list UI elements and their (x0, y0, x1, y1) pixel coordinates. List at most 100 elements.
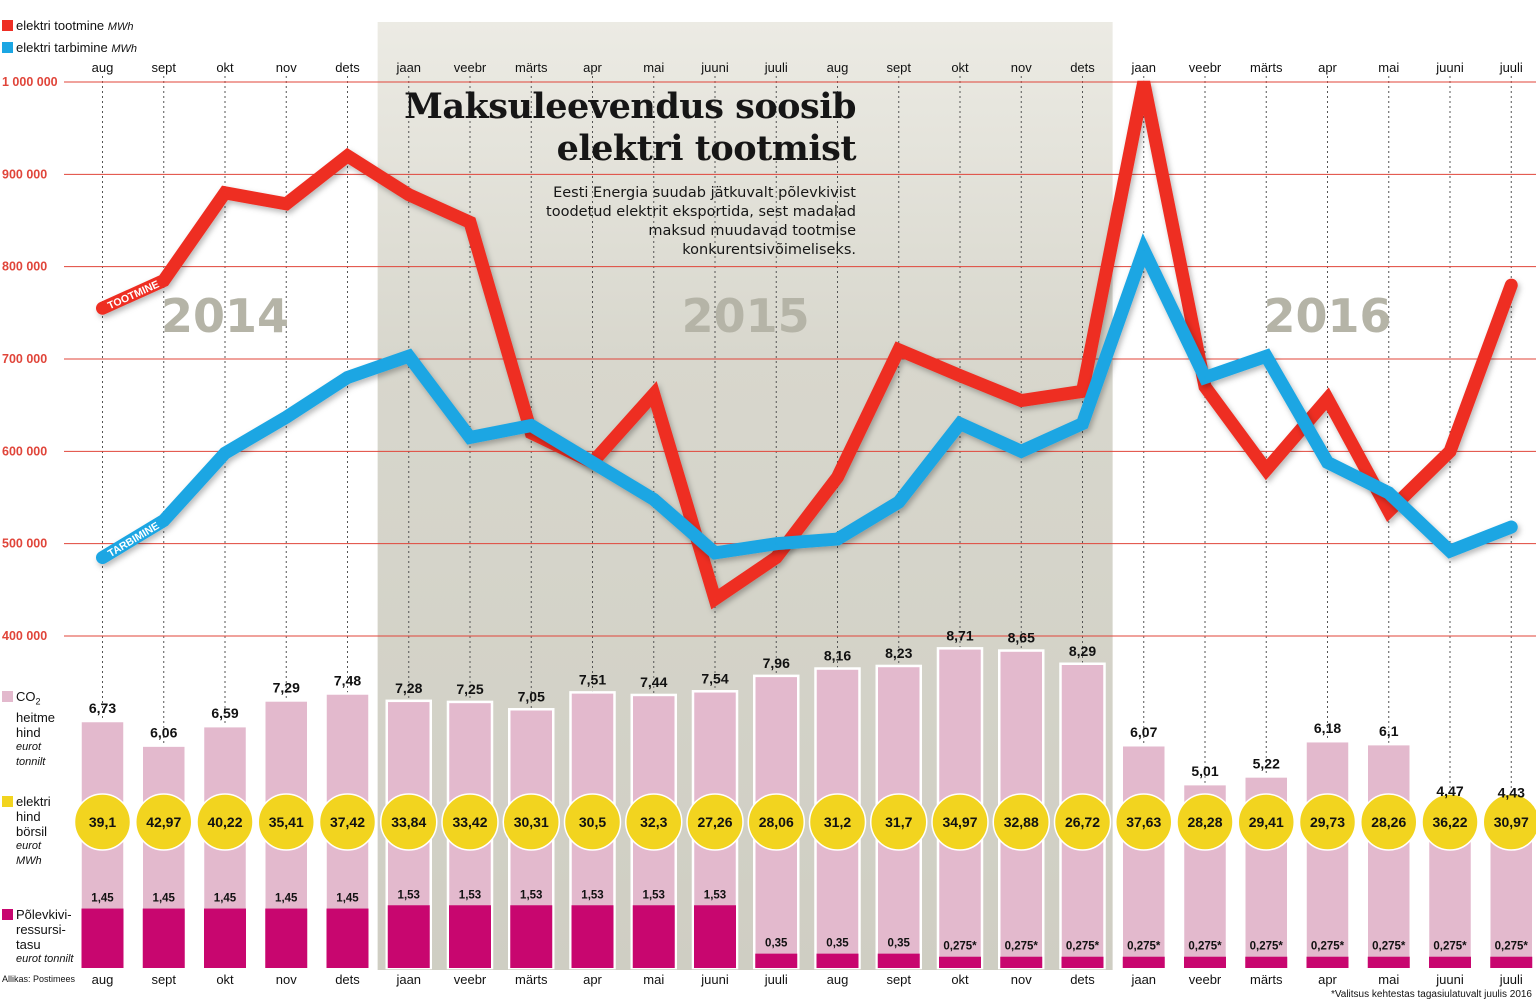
co2-price-label: 7,51 (579, 671, 606, 687)
month-label-bottom: jaan (1130, 972, 1156, 987)
month-label-bottom: veebr (454, 972, 487, 987)
month-label-bottom: nov (1011, 972, 1032, 987)
co2-price-label: 6,73 (89, 700, 116, 716)
exchange-price-label: 30,31 (514, 814, 549, 830)
exchange-price-label: 39,1 (89, 814, 116, 830)
co2-price-label: 7,54 (701, 670, 728, 686)
oil-shale-tax-bar (265, 908, 308, 968)
production-line-point (1265, 468, 1268, 471)
exchange-price-circle (502, 793, 560, 851)
exchange-price-circle (625, 793, 683, 851)
month-label-bottom: märts (1250, 972, 1283, 987)
y-tick-label: 1 000 000 (2, 75, 58, 89)
oil-shale-tax-bar (694, 905, 736, 968)
production-line (96, 80, 1518, 610)
consumption-line-point (1142, 248, 1145, 252)
exchange-price-circle (318, 793, 377, 851)
month-label-top: nov (276, 60, 297, 75)
month-label-bottom: jaan (395, 972, 421, 987)
oil-shale-tax-bar (1061, 956, 1104, 968)
month-label-top: sept (151, 60, 176, 75)
production-line-point (1081, 390, 1084, 393)
co2-price-label: 4,43 (1498, 784, 1525, 800)
month-label-bottom: märts (515, 972, 548, 987)
production-line-point (468, 221, 472, 224)
production-line-point (958, 374, 962, 377)
consumption-line-point (713, 551, 717, 555)
month-label-top: dets (1070, 60, 1095, 75)
co2-price-label: 7,25 (456, 681, 483, 697)
month-label-top: märts (1250, 60, 1283, 75)
production-line-point (223, 191, 227, 194)
exchange-price-circle (1115, 793, 1173, 851)
oil-shale-tax-label: 1,45 (91, 893, 114, 905)
oil-shale-tax-label: 1,45 (214, 893, 237, 905)
consumption-line-point (101, 556, 104, 559)
exchange-price-label: 32,3 (640, 814, 667, 830)
co2-price-label: 6,06 (150, 725, 177, 741)
exchange-price-label: 32,88 (1004, 814, 1039, 830)
month-label-bottom: okt (951, 972, 969, 987)
side-label-co2: CO2 heitme hind eurot tonnilt (2, 689, 55, 770)
oil-shale-tax-label: 1,45 (153, 893, 176, 905)
co2-price-label: 8,23 (885, 645, 912, 661)
oil-shale-tax-bar (1429, 956, 1471, 968)
price-unit-2: MWh (16, 855, 42, 867)
co2-price-label: 7,44 (640, 674, 667, 690)
consumption-line-point (162, 519, 165, 522)
month-label-bottom: juuni (1435, 972, 1464, 987)
oil-shale-tax-label: 0,275* (1250, 941, 1284, 953)
month-label-bottom: dets (335, 972, 360, 987)
month-label-top: juuni (1435, 60, 1464, 75)
exchange-price-label: 35,41 (269, 814, 304, 830)
month-label-bottom: juuli (764, 972, 788, 987)
production-line-point (1387, 510, 1390, 513)
y-tick-label: 700 000 (2, 352, 47, 366)
exchange-price-circle (686, 793, 744, 851)
exchange-price-label: 42,97 (146, 814, 181, 830)
production-line-point (1510, 283, 1513, 287)
production-line-point (897, 348, 900, 351)
oil-shale-tax-label: 0,35 (765, 938, 788, 950)
oil-shale-tax-label: 0,275* (1311, 941, 1345, 953)
month-label-top: apr (583, 60, 602, 75)
oil-shale-tax-label: 1,53 (520, 889, 542, 901)
exchange-price-circle (1053, 793, 1112, 851)
oil-shale-tax-label: 0,35 (826, 938, 849, 950)
month-label-bottom: apr (583, 972, 602, 987)
consumption-line-label: TARBIMINE (106, 520, 161, 560)
co2-price-label: 6,1 (1379, 723, 1399, 739)
consumption-line-point (652, 498, 655, 501)
price-label-2: hind (16, 809, 41, 824)
exchange-price-circle (1298, 793, 1357, 851)
month-label-bottom: aug (827, 972, 849, 987)
oil-shale-tax-bar (449, 905, 491, 968)
co2-price-label: 6,18 (1314, 720, 1341, 736)
month-label-top: mai (643, 60, 664, 75)
month-label-top: apr (1318, 60, 1337, 75)
oil-shale-tax-label: 0,275* (1188, 941, 1222, 953)
legend-consumption-label: elektri tarbimine (16, 40, 108, 55)
month-label-bottom: okt (216, 972, 234, 987)
co2-price-label: 8,65 (1008, 630, 1035, 646)
legend-production-label: elektri tootmine (16, 18, 105, 33)
oil-shale-tax-bar (1245, 956, 1288, 968)
price-label-1: elektri (16, 794, 51, 809)
exchange-price-circle (380, 793, 438, 851)
exchange-price-label: 34,97 (942, 814, 977, 830)
month-label-top: okt (216, 60, 234, 75)
oil-shale-tax-bar (204, 908, 246, 968)
oil-shale-tax-label: 1,53 (581, 889, 603, 901)
oil-shale-tax-bar (142, 908, 185, 968)
production-line-point (775, 556, 778, 559)
co2-price-label: 8,71 (946, 627, 973, 643)
consumption-line-point (1326, 461, 1329, 464)
year-label: 2015 (682, 289, 810, 343)
exchange-price-label: 26,72 (1065, 814, 1100, 830)
consumption-line-point (1387, 491, 1390, 495)
oil-shale-tax-label: 0,275* (943, 941, 977, 953)
month-label-top: aug (827, 60, 849, 75)
consumption-line-point (285, 415, 288, 419)
chart-dek: Eesti Energia suudab jätkuvalt põlevkivi… (546, 185, 856, 258)
month-label-bottom: dets (1070, 972, 1095, 987)
